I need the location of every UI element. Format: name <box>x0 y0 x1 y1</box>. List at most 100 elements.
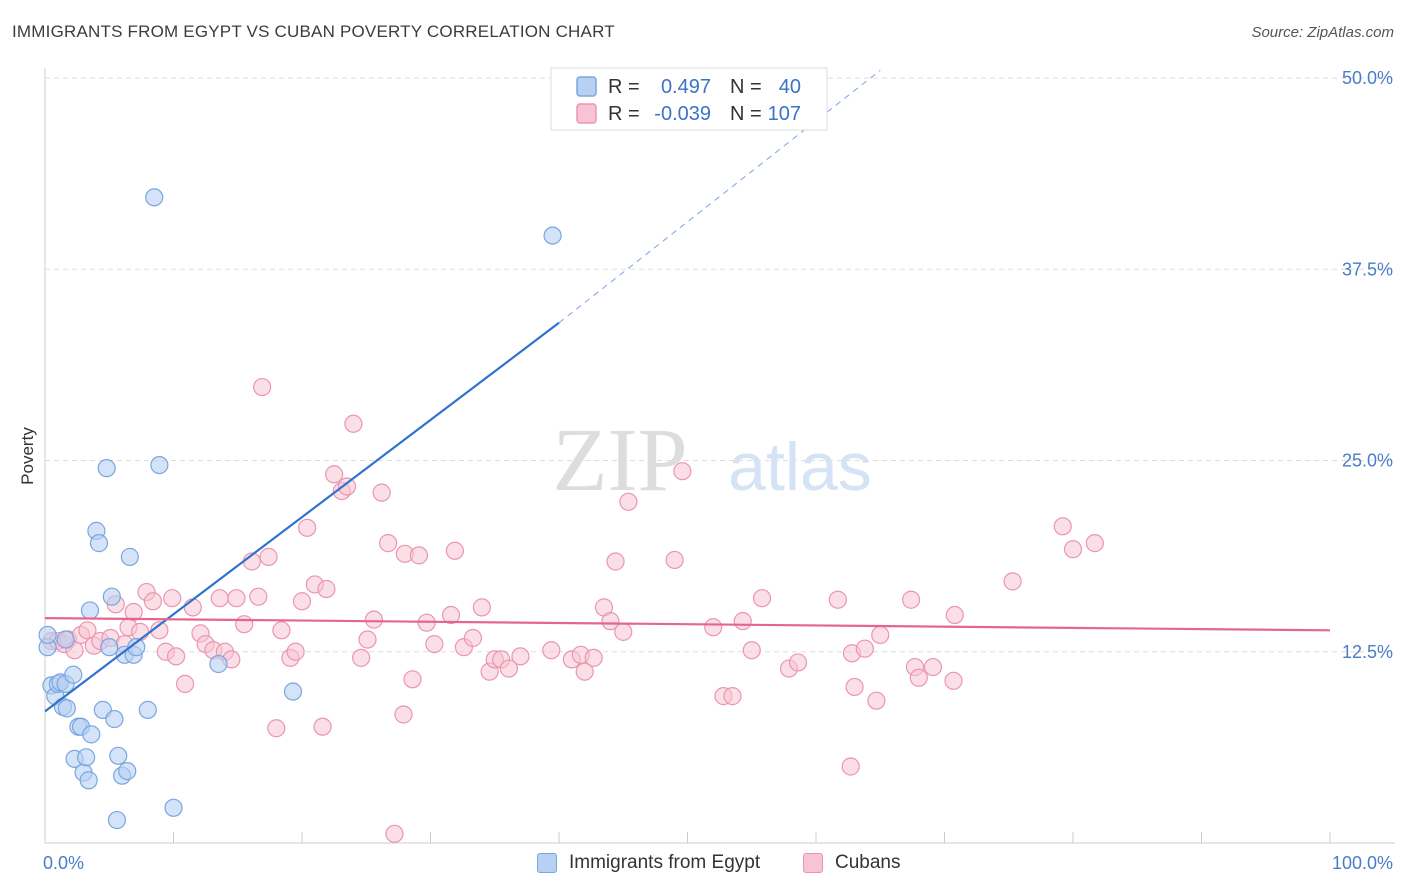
source-label: Source: ZipAtlas.com <box>1251 24 1394 41</box>
cuban-point-22 <box>183 598 202 617</box>
egypt-point-33 <box>127 638 146 657</box>
cuban-point-70 <box>542 641 561 660</box>
legend-r-value-2: -0.039 <box>654 103 711 125</box>
egypt-point-20 <box>89 534 109 553</box>
watermark-zip: ZIP <box>553 411 688 510</box>
cuban-point-100 <box>923 657 943 677</box>
cuban-point-29 <box>227 589 246 608</box>
cuban-point-44 <box>325 465 344 484</box>
bottom-legend-label-egypt: Immigrants from Egypt <box>569 852 761 873</box>
egypt-point-35 <box>145 188 164 207</box>
cuban-point-90 <box>828 590 847 609</box>
egypt-point-16 <box>79 771 98 790</box>
egypt-point-17 <box>82 725 101 744</box>
y-axis-title: Poverty <box>18 427 37 485</box>
cuban-point-38 <box>286 642 305 661</box>
cuban-point-14 <box>130 622 150 641</box>
cuban-point-53 <box>385 824 404 843</box>
cuban-point-68 <box>499 659 518 678</box>
egypt-points <box>38 188 562 830</box>
cuban-point-103 <box>1003 572 1022 591</box>
cuban-point-106 <box>1085 534 1104 553</box>
egypt-point-34 <box>138 700 157 719</box>
egypt-point-24 <box>102 587 121 606</box>
cuban-point-74 <box>584 648 603 667</box>
bottom-legend-label-cubans: Cubans <box>835 852 901 873</box>
egypt-trend-extension <box>558 69 881 324</box>
cuban-point-69 <box>511 647 530 666</box>
cuban-point-60 <box>441 605 461 625</box>
legend-swatch-cubans <box>576 103 597 124</box>
cuban-point-42 <box>313 717 332 736</box>
cuban-point-57 <box>409 546 429 565</box>
tick-labels: 12.5% 25.0% 37.5% 50.0% 0.0% 100.0% <box>43 68 1393 873</box>
cuban-point-16 <box>143 592 163 611</box>
cuban-point-50 <box>364 610 384 629</box>
cuban-point-64 <box>472 598 491 617</box>
egypt-point-31 <box>120 547 139 566</box>
axes <box>44 68 1395 844</box>
bottom-legend-egypt: Immigrants from Egypt <box>537 852 760 874</box>
egypt-point-38 <box>209 654 228 674</box>
x-tick-label-0: 0.0% <box>43 853 84 873</box>
y-tick-label-0: 12.5% <box>1342 642 1393 662</box>
cuban-point-80 <box>665 550 684 570</box>
cuban-point-39 <box>292 592 312 611</box>
y-tick-label-1: 25.0% <box>1342 451 1393 471</box>
cuban-point-73 <box>575 662 594 681</box>
y-tick-label-3: 50.0% <box>1342 68 1393 88</box>
cuban-point-86 <box>742 641 761 660</box>
cuban-point-97 <box>901 590 921 609</box>
cuban-point-81 <box>673 462 692 481</box>
cuban-point-102 <box>945 605 964 625</box>
cuban-point-47 <box>344 414 363 433</box>
cuban-trend-line <box>44 616 1331 632</box>
egypt-point-36 <box>150 455 169 475</box>
x-tick-label-1: 100.0% <box>1332 853 1393 873</box>
cuban-point-99 <box>909 668 928 687</box>
cuban-point-35 <box>267 719 286 738</box>
cuban-point-36 <box>272 621 291 640</box>
egypt-point-1 <box>38 625 57 645</box>
cuban-point-101 <box>944 671 963 690</box>
cuban-point-48 <box>352 648 371 667</box>
cuban-point-105 <box>1063 540 1083 559</box>
egypt-point-9 <box>57 699 76 718</box>
egypt-point-27 <box>109 746 128 765</box>
cuban-point-56 <box>403 670 422 689</box>
cuban-point-79 <box>619 492 638 511</box>
cuban-point-40 <box>298 518 317 537</box>
egypt-trend-line <box>44 321 560 713</box>
cuban-point-21 <box>175 674 195 693</box>
legend-r-label-2: R = <box>608 103 640 125</box>
cuban-point-95 <box>867 691 886 710</box>
egypt-point-10 <box>64 665 83 684</box>
cuban-point-52 <box>378 534 398 553</box>
cuban-point-13 <box>124 602 143 622</box>
cuban-point-46 <box>337 477 357 496</box>
legend-n-label-1: N = <box>730 76 762 98</box>
legend-frame <box>550 67 828 131</box>
bottom-legend-swatch-cubans <box>803 853 823 873</box>
cuban-point-104 <box>1053 517 1072 536</box>
legend: R = 0.497 N = 40 R = -0.039 N = 107 <box>550 67 828 131</box>
cuban-points <box>42 377 1104 843</box>
egypt-point-39 <box>283 682 303 701</box>
cuban-point-78 <box>614 622 633 641</box>
legend-n-value-2: 107 <box>768 103 801 125</box>
y-tick-label-2: 37.5% <box>1342 259 1393 279</box>
legend-r-label-1: R = <box>608 76 640 98</box>
cuban-point-51 <box>372 483 391 502</box>
bottom-legend-swatch-egypt <box>537 853 557 873</box>
legend-swatch-egypt <box>576 76 597 97</box>
legend-n-label-2: N = <box>730 103 762 125</box>
cuban-point-93 <box>845 677 864 697</box>
cuban-point-87 <box>752 589 772 608</box>
egypt-point-23 <box>100 638 119 657</box>
cuban-point-6 <box>78 621 97 640</box>
egypt-point-22 <box>97 459 116 478</box>
cuban-point-19 <box>163 589 182 608</box>
cuban-point-59 <box>425 634 444 654</box>
cuban-point-61 <box>445 541 465 560</box>
